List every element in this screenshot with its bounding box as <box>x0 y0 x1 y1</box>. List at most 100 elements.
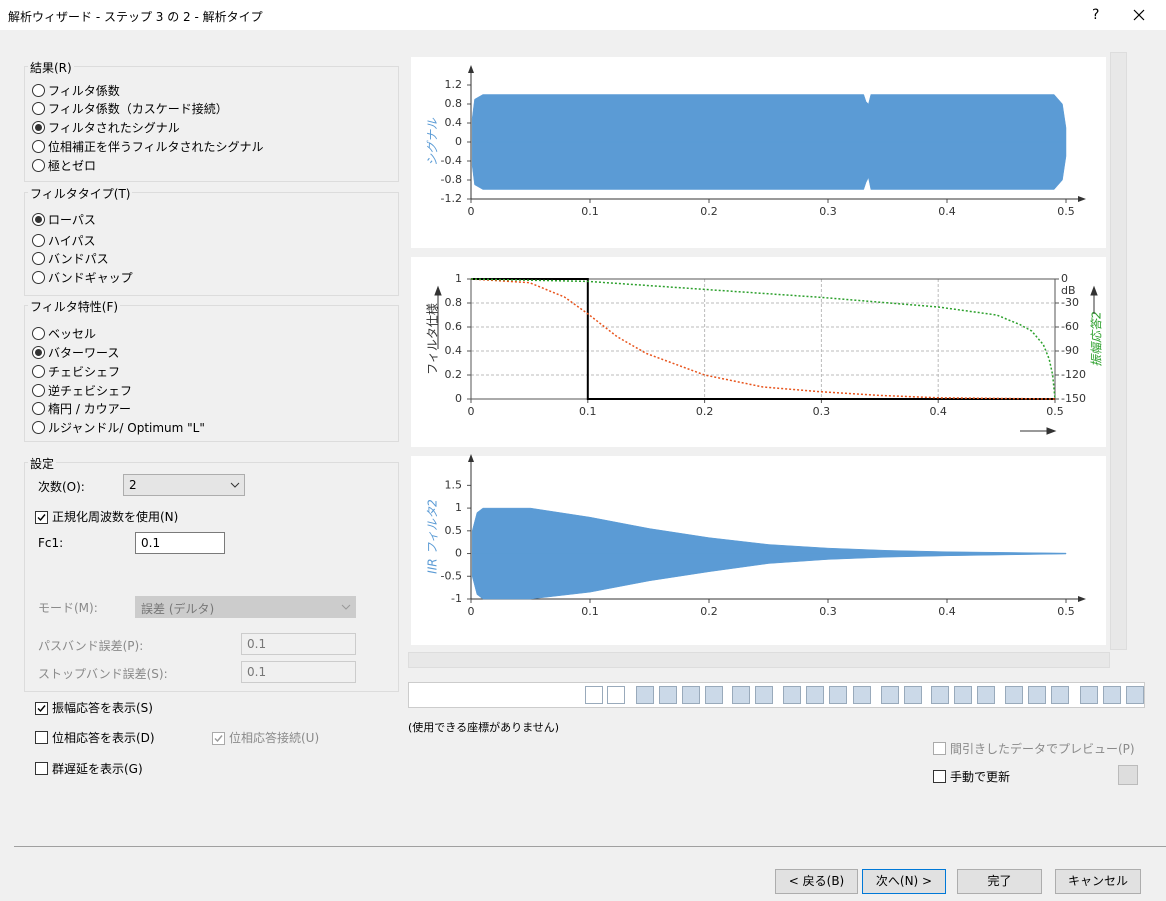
radio[interactable] <box>32 159 45 172</box>
toolbar-icon[interactable] <box>732 686 750 704</box>
checkbox[interactable]: 位相応答を表示(D) <box>35 729 155 746</box>
toolbar-icon[interactable] <box>607 686 625 704</box>
fc1-input[interactable]: 0.1 <box>135 532 225 554</box>
radio[interactable] <box>32 234 45 247</box>
radio[interactable] <box>32 213 45 226</box>
checkbox[interactable]: 振幅応答を表示(S) <box>35 699 153 716</box>
toolbar-icon[interactable] <box>682 686 700 704</box>
radio-option[interactable]: ローパス <box>32 211 96 228</box>
check-box[interactable] <box>933 770 946 783</box>
toolbar-icon[interactable] <box>1005 686 1023 704</box>
y2-tick-label: -30 <box>1061 296 1079 309</box>
x-tick-label: 0.3 <box>819 605 837 618</box>
checkbox[interactable]: 位相応答接続(U) <box>212 729 319 746</box>
radio-option[interactable]: フィルタ係数 <box>32 82 120 99</box>
refresh-icon[interactable] <box>1118 765 1138 785</box>
y2-tick-label: 0 <box>1061 272 1068 285</box>
radio[interactable] <box>32 271 45 284</box>
checkbox[interactable]: 間引きしたデータでプレビュー(P) <box>933 740 1135 757</box>
check-box[interactable] <box>212 732 225 745</box>
signal-area <box>471 141 1067 190</box>
y-tick-label: 1 <box>455 501 462 514</box>
order-combo[interactable]: 2 <box>123 474 245 496</box>
check-box[interactable] <box>35 702 48 715</box>
field-label: モード(M): <box>38 601 98 615</box>
radio[interactable] <box>32 365 45 378</box>
x-tick-label: 0.5 <box>1046 405 1064 418</box>
radio-option[interactable]: バンドギャップ <box>32 269 133 286</box>
h-scrollbar[interactable] <box>408 652 1110 668</box>
toolbar-icon[interactable] <box>783 686 801 704</box>
toolbar-icon[interactable] <box>1103 686 1121 704</box>
checkbox[interactable]: 正規化周波数を使用(N) <box>35 508 178 525</box>
dialog-button[interactable]: < 戻る(B) <box>775 869 858 894</box>
toolbar-icon[interactable] <box>705 686 723 704</box>
check-box[interactable] <box>35 762 48 775</box>
help-button[interactable]: ? <box>1092 7 1100 23</box>
radio-option[interactable]: チェビシェフ <box>32 363 120 380</box>
stopband-input[interactable]: 0.1 <box>241 661 356 683</box>
check-box[interactable] <box>35 731 48 744</box>
y-tick-label: 0 <box>455 547 462 560</box>
toolbar-icon[interactable] <box>806 686 824 704</box>
check-label: 振幅応答を表示(S) <box>52 701 153 715</box>
toolbar-icon[interactable] <box>755 686 773 704</box>
radio[interactable] <box>32 346 45 359</box>
x-tick-label: 0.4 <box>938 605 956 618</box>
radio[interactable] <box>32 252 45 265</box>
v-scrollbar[interactable] <box>1110 52 1127 650</box>
toolbar-icon[interactable] <box>1126 686 1144 704</box>
radio[interactable] <box>32 84 45 97</box>
radio-option[interactable]: ルジャンドル/ Optimum "L" <box>32 419 205 436</box>
check-box[interactable] <box>35 511 48 524</box>
axis-arrow <box>1020 427 1057 435</box>
checkbox[interactable]: 手動で更新 <box>933 768 1010 785</box>
y-tick-label: 0 <box>455 392 462 405</box>
toolbar-icon[interactable] <box>881 686 899 704</box>
radio-option[interactable]: バンドパス <box>32 250 109 267</box>
toolbar-icon[interactable] <box>1028 686 1046 704</box>
radio-option[interactable]: 極とゼロ <box>32 157 96 174</box>
radio-option[interactable]: ハイパス <box>32 232 96 249</box>
radio[interactable] <box>32 421 45 434</box>
toolbar-icon[interactable] <box>977 686 995 704</box>
dialog-button[interactable]: 次へ(N) > <box>862 869 946 894</box>
toolbar-icon[interactable] <box>954 686 972 704</box>
radio[interactable] <box>32 121 45 134</box>
passband-input[interactable]: 0.1 <box>241 633 356 655</box>
radio-option[interactable]: 楕円 / カウアー <box>32 400 131 417</box>
radio-option[interactable]: ベッセル <box>32 325 96 342</box>
toolbar-icon[interactable] <box>659 686 677 704</box>
toolbar-icon[interactable] <box>1080 686 1098 704</box>
dialog-button[interactable]: 完了 <box>957 869 1042 894</box>
checkbox[interactable]: 群遅延を表示(G) <box>35 760 143 777</box>
radio[interactable] <box>32 327 45 340</box>
check-mark <box>214 735 223 743</box>
radio-option[interactable]: 逆チェビシェフ <box>32 382 132 399</box>
y2-unit: dB <box>1061 284 1076 297</box>
radio[interactable] <box>32 402 45 415</box>
toolbar-icon[interactable] <box>636 686 654 704</box>
toolbar-icon[interactable] <box>829 686 847 704</box>
radio-option[interactable]: フィルタされたシグナル <box>32 119 180 136</box>
toolbar-icon[interactable] <box>904 686 922 704</box>
y2-tick-label: -150 <box>1061 392 1086 405</box>
radio-option[interactable]: 位相補正を伴うフィルタされたシグナル <box>32 138 264 155</box>
toolbar-icon[interactable] <box>1051 686 1069 704</box>
group-label: 結果(R) <box>28 59 74 76</box>
toolbar-icon[interactable] <box>853 686 871 704</box>
dialog-button[interactable]: キャンセル <box>1055 869 1141 894</box>
option-label: バターワース <box>48 346 120 360</box>
radio[interactable] <box>32 384 45 397</box>
toolbar-icon[interactable] <box>931 686 949 704</box>
mode-combo[interactable]: 誤差 (デルタ) <box>135 596 356 618</box>
radio[interactable] <box>32 140 45 153</box>
radio-option[interactable]: バターワース <box>32 344 119 361</box>
radio-option[interactable]: フィルタ係数（カスケード接続） <box>32 100 228 117</box>
x-tick-label: 0.3 <box>819 205 837 218</box>
check-box[interactable] <box>933 742 946 755</box>
toolbar-icon[interactable] <box>585 686 603 704</box>
radio[interactable] <box>32 102 45 115</box>
y-tick-label: -0.8 <box>441 173 462 186</box>
close-button[interactable] <box>1130 6 1148 24</box>
